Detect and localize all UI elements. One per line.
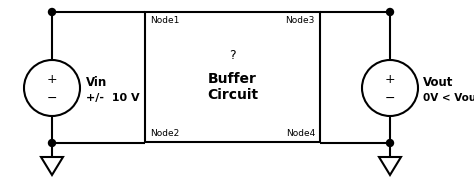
Circle shape <box>386 8 393 16</box>
Circle shape <box>48 140 55 146</box>
Text: +: + <box>385 73 395 85</box>
Text: −: − <box>385 92 395 105</box>
Text: Node3: Node3 <box>286 16 315 25</box>
Text: Node1: Node1 <box>150 16 179 25</box>
Text: +/-  10 V: +/- 10 V <box>86 93 140 103</box>
Text: Buffer: Buffer <box>208 72 257 86</box>
Text: ?: ? <box>229 48 236 62</box>
Circle shape <box>48 8 55 16</box>
Text: Circuit: Circuit <box>207 88 258 102</box>
Text: −: − <box>47 92 57 105</box>
Text: Node4: Node4 <box>286 129 315 138</box>
Bar <box>145 12 320 142</box>
Text: 0V < Vout < 5V: 0V < Vout < 5V <box>423 93 474 103</box>
Text: +: + <box>46 73 57 85</box>
Text: Vin: Vin <box>86 76 107 88</box>
Text: Node2: Node2 <box>150 129 179 138</box>
Text: Vout: Vout <box>423 76 453 88</box>
Circle shape <box>386 140 393 146</box>
